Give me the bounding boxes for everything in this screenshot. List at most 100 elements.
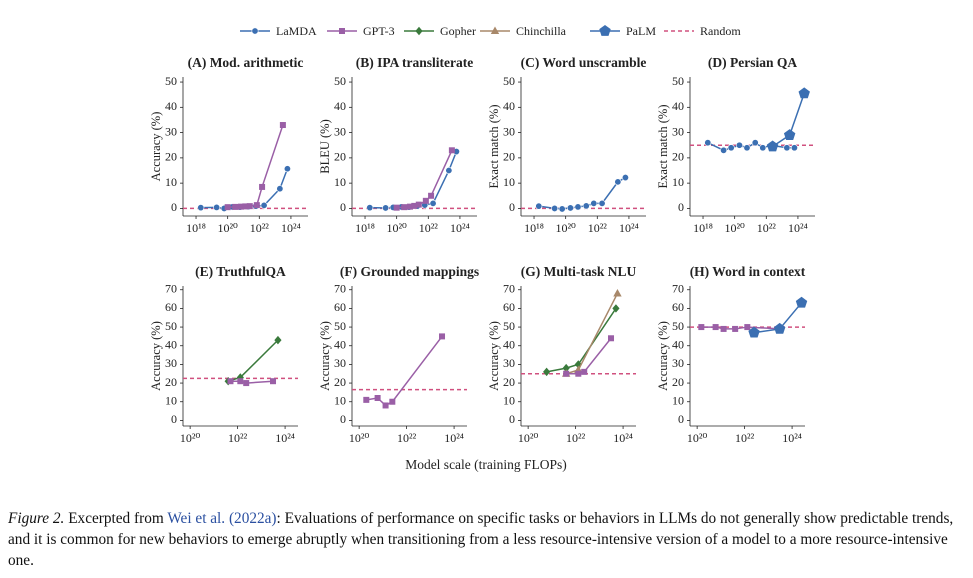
y-tick-label: 60 <box>334 300 346 314</box>
marker <box>590 199 598 207</box>
marker <box>581 368 588 375</box>
marker <box>543 367 551 377</box>
marker <box>732 325 739 332</box>
x-tick-label: 10²² <box>735 431 755 445</box>
y-axis-label: Accuracy (%) <box>149 321 163 391</box>
marker <box>237 378 244 385</box>
y-tick-label: 0 <box>678 412 684 426</box>
marker <box>751 139 759 147</box>
marker <box>276 185 284 193</box>
y-axis-label: BLEU (%) <box>318 119 332 174</box>
x-axis-label: Model scale (training FLOPs) <box>405 457 567 472</box>
marker <box>445 167 453 175</box>
y-tick-label: 10 <box>672 175 684 189</box>
y-tick-label: 20 <box>334 375 346 389</box>
marker <box>260 201 268 209</box>
y-tick-label: 70 <box>672 281 684 295</box>
y-tick-label: 50 <box>334 319 346 333</box>
x-tick-label: 10¹⁸ <box>693 221 713 235</box>
marker-large <box>773 322 786 334</box>
panel-title: (F) Grounded mappings <box>340 264 479 279</box>
x-tick-label: 10²⁴ <box>619 221 639 235</box>
y-tick-label: 60 <box>165 300 177 314</box>
marker <box>411 202 418 209</box>
x-tick-label: 10²⁰ <box>386 221 407 235</box>
panel-title: (E) TruthfulQA <box>195 264 286 279</box>
panel-title: (H) Word in context <box>690 264 806 279</box>
x-tick-label: 10¹⁸ <box>186 221 206 235</box>
y-axis-label: Accuracy (%) <box>318 321 332 391</box>
y-tick-label: 40 <box>334 99 346 113</box>
marker <box>720 146 728 154</box>
legend-label: Gopher <box>440 24 476 38</box>
series-line <box>546 307 617 373</box>
y-tick-label: 20 <box>165 375 177 389</box>
y-tick-label: 70 <box>334 281 346 295</box>
x-tick-label: 10²² <box>588 221 608 235</box>
marker-large <box>795 296 808 308</box>
marker <box>422 197 429 204</box>
marker <box>614 178 622 186</box>
marker <box>535 202 543 210</box>
x-tick-label: 10²⁴ <box>788 221 808 235</box>
caption-body: : Evaluations of performance on specific… <box>8 510 954 569</box>
y-tick-label: 40 <box>503 337 515 351</box>
marker <box>224 204 231 211</box>
marker <box>790 144 798 152</box>
marker <box>551 204 559 212</box>
x-tick-label: 10²² <box>419 221 439 235</box>
marker <box>407 203 414 210</box>
series-line <box>369 151 458 209</box>
y-tick-label: 20 <box>165 150 177 164</box>
y-tick-label: 0 <box>171 412 177 426</box>
y-axis-label: Accuracy (%) <box>487 321 501 391</box>
marker <box>448 147 455 154</box>
marker <box>374 395 381 401</box>
y-tick-label: 40 <box>165 99 177 113</box>
figure: Model scale (training FLOPs) LaMDA GPT-3 G… <box>149 24 815 472</box>
x-tick-label: 10²⁰ <box>724 221 745 235</box>
y-tick-label: 0 <box>678 200 684 214</box>
x-tick-label: 10²² <box>397 431 417 445</box>
marker <box>197 204 205 212</box>
marker <box>613 288 622 297</box>
caption: Figure 2. Excerpted from Wei et al. (202… <box>8 508 968 571</box>
caption-label: Figure 2. <box>8 510 65 527</box>
marker <box>621 174 629 182</box>
series-line <box>200 168 289 210</box>
marker <box>566 204 574 212</box>
x-tick-label: 10²⁰ <box>518 431 539 445</box>
marker-large <box>783 129 796 140</box>
marker <box>574 203 582 211</box>
marker <box>704 139 712 147</box>
y-tick-label: 0 <box>509 412 515 426</box>
marker <box>720 325 727 332</box>
x-tick-label: 10²⁴ <box>275 431 295 445</box>
caption-ref: Wei et al. (2022a) <box>167 510 277 527</box>
marker <box>401 204 408 211</box>
series-line <box>538 176 626 210</box>
y-tick-label: 40 <box>672 337 684 351</box>
x-tick-label: 10²⁰ <box>555 221 576 235</box>
y-tick-label: 60 <box>503 300 515 314</box>
x-tick-label: 10²⁴ <box>281 221 301 235</box>
y-tick-label: 10 <box>334 393 346 407</box>
marker <box>232 203 239 210</box>
marker <box>558 205 566 213</box>
panel-title: (B) IPA transliterate <box>356 55 473 70</box>
y-tick-label: 50 <box>672 319 684 333</box>
y-tick-label: 20 <box>334 150 346 164</box>
marker <box>490 26 500 34</box>
series-line <box>566 337 612 375</box>
marker <box>744 324 751 331</box>
marker <box>242 203 249 210</box>
marker <box>279 122 286 129</box>
panel-title: (G) Multi-task NLU <box>521 264 637 279</box>
x-tick-label: 10²⁰ <box>349 431 370 445</box>
legend-label: GPT-3 <box>363 24 395 38</box>
marker <box>270 378 277 385</box>
marker <box>429 199 437 207</box>
marker <box>259 183 266 190</box>
y-tick-label: 10 <box>503 393 515 407</box>
y-tick-label: 30 <box>672 356 684 370</box>
